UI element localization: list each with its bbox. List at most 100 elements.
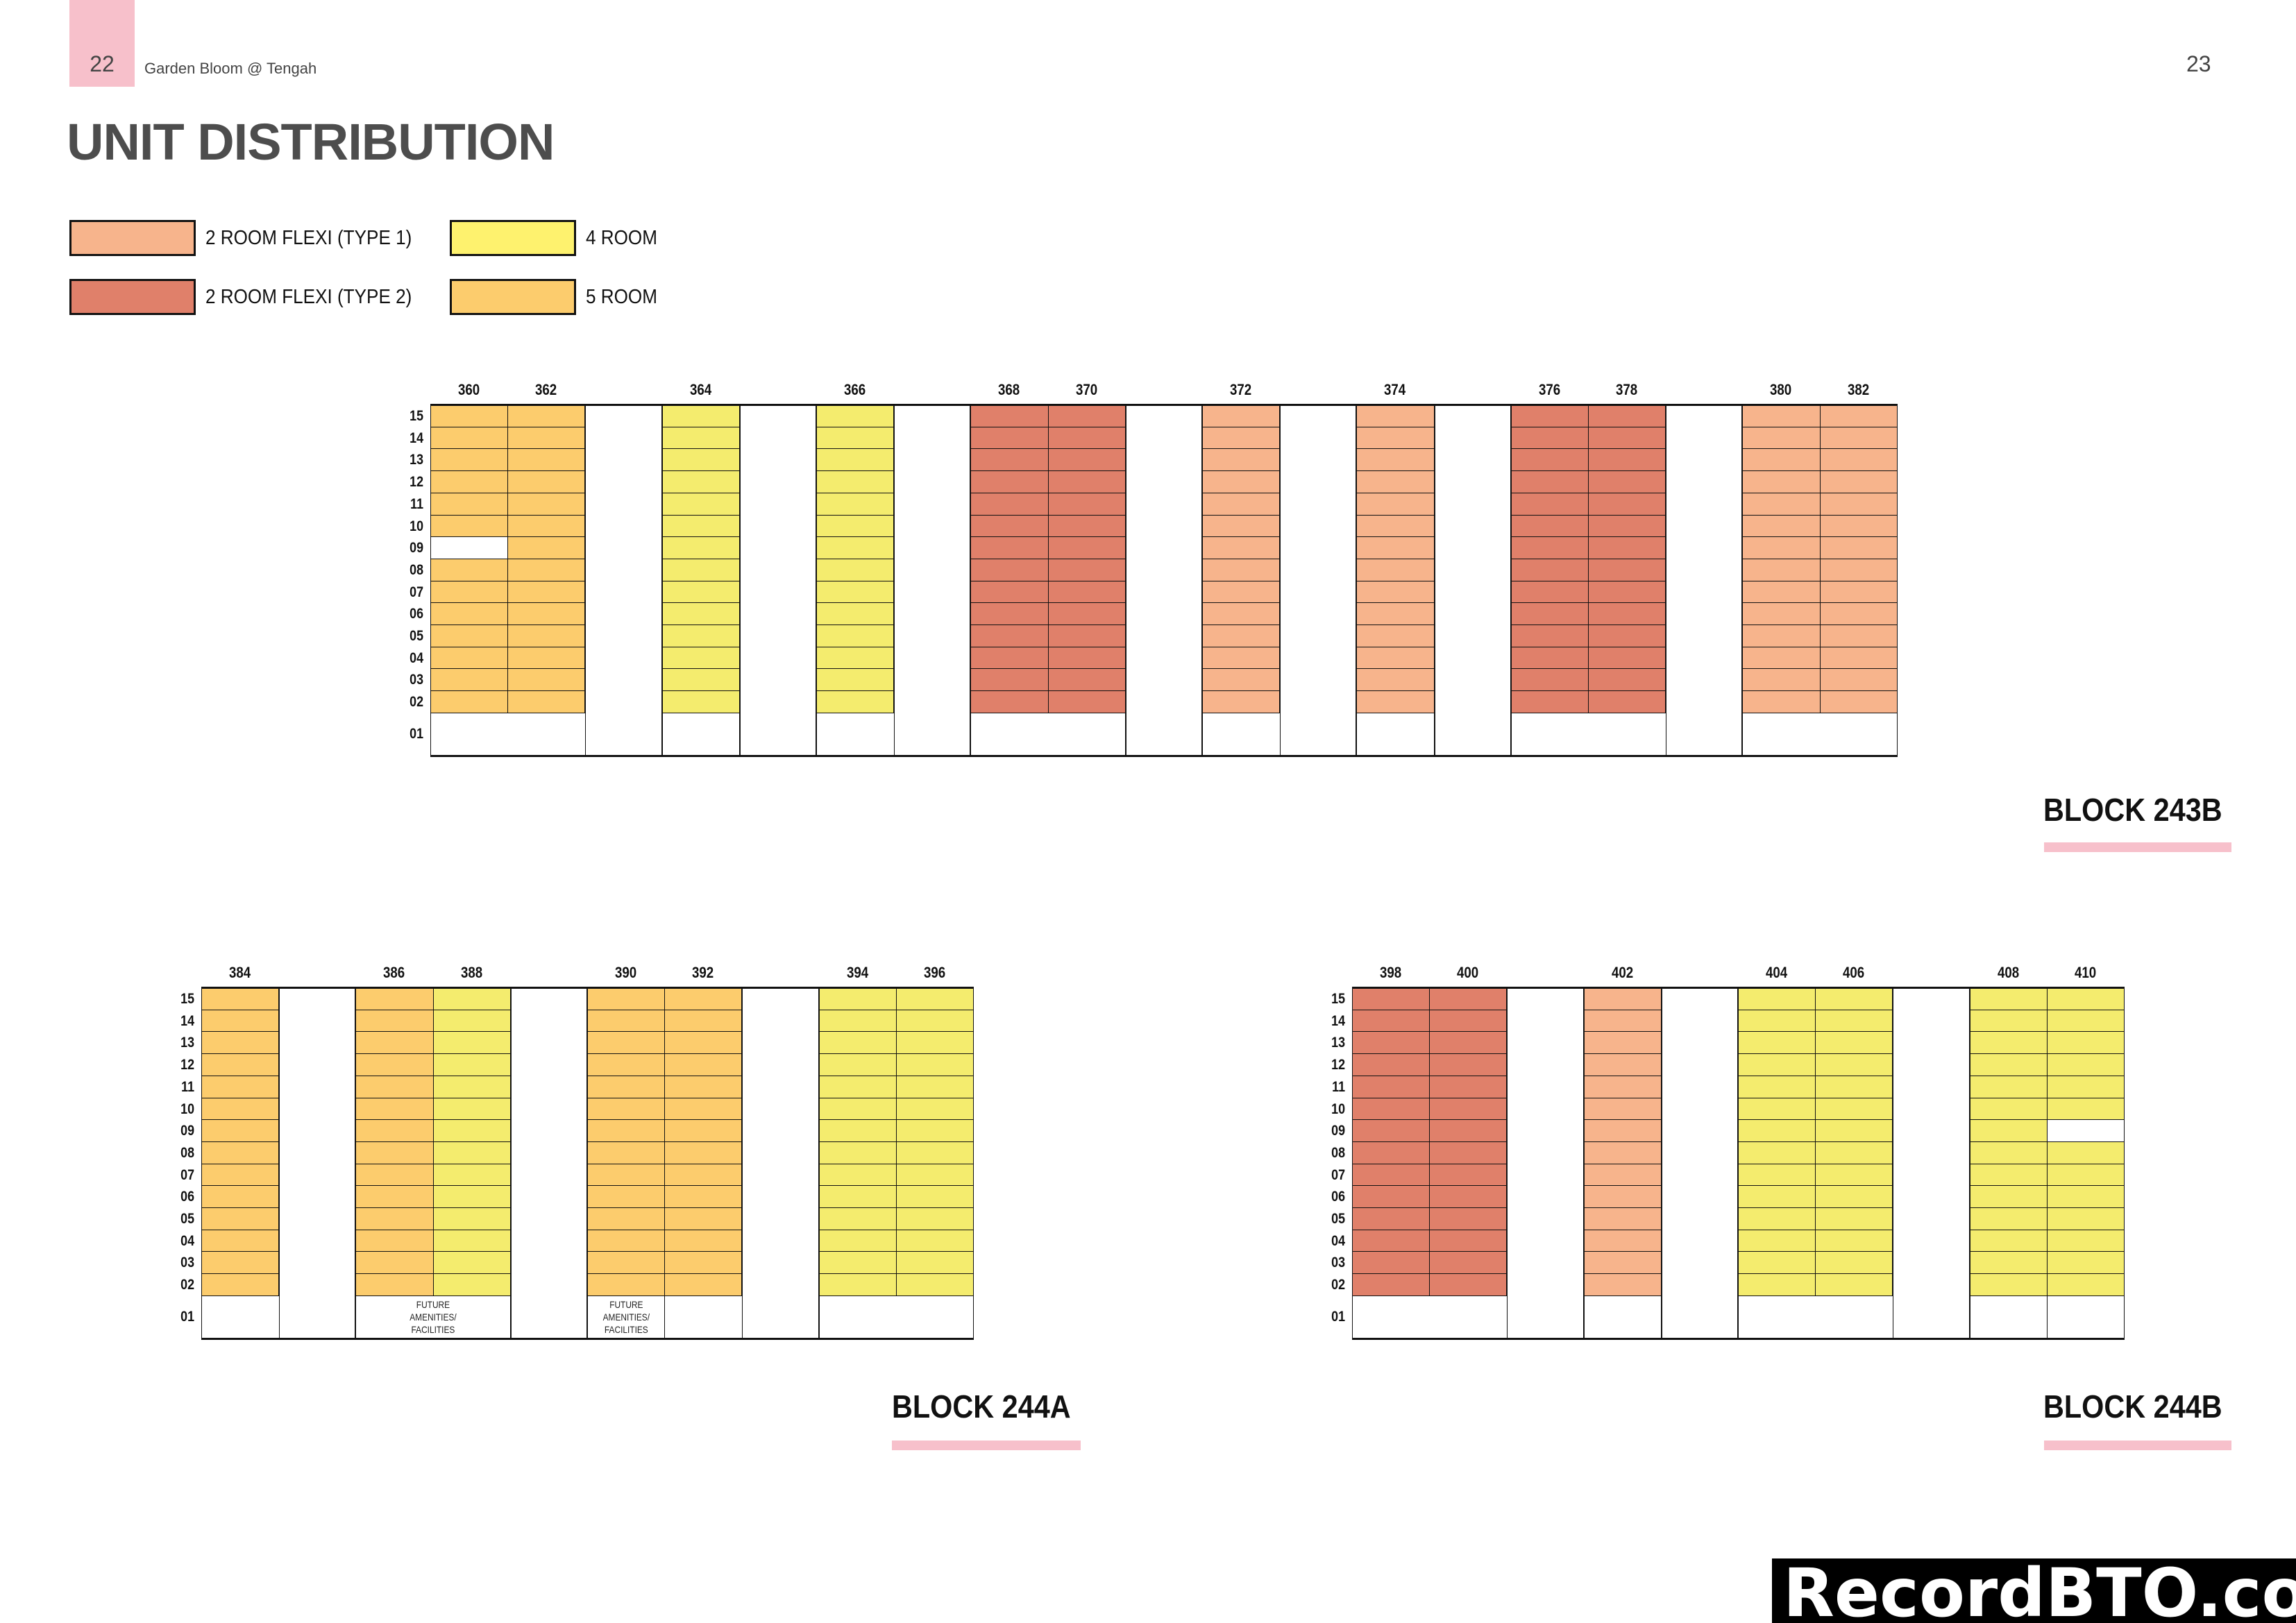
- unit-cell: [1356, 492, 1435, 516]
- unit-cell: [1742, 690, 1821, 714]
- unit-cell: [1742, 624, 1821, 648]
- unit-number-label: 370: [1075, 381, 1097, 398]
- unit-cell: [1583, 1163, 1662, 1187]
- unit-cell: [201, 1031, 280, 1055]
- ground-floor-space: [1969, 1295, 2048, 1339]
- unit-cell: [1742, 514, 1821, 538]
- unit-cell: [1352, 1207, 1430, 1231]
- unit-number-label: 380: [1770, 381, 1792, 398]
- unit-cell: [1819, 470, 1898, 494]
- unit-cell: [587, 1207, 666, 1231]
- floor-label: 14: [410, 430, 423, 446]
- unit-cell: [816, 448, 895, 472]
- block-underline-244b: [2044, 1441, 2231, 1450]
- unit-cell: [1356, 624, 1435, 648]
- unit-cell: [1819, 405, 1898, 428]
- ground-floor-label: FUTURE AMENITIES/ FACILITIES: [410, 1299, 457, 1336]
- unit-cell: [895, 1141, 974, 1165]
- floor-label: 15: [410, 408, 423, 424]
- unit-cell: [1583, 987, 1662, 1011]
- unit-cell: [1969, 1141, 2048, 1165]
- unit-cell: [970, 492, 1049, 516]
- unit-cell: [2046, 1185, 2125, 1209]
- unit-cell: [1815, 1053, 1893, 1077]
- unit-cell: [895, 1251, 974, 1275]
- unit-cell: [507, 536, 586, 560]
- unit-cell: [1969, 987, 2048, 1011]
- unit-cell: [507, 646, 586, 670]
- unit-cell: [1742, 405, 1821, 428]
- unit-cell: [1583, 1207, 1662, 1231]
- unit-cell: [1356, 580, 1435, 604]
- unit-cell: [432, 1185, 512, 1209]
- floor-label: 03: [410, 672, 423, 688]
- floor-label: 09: [180, 1123, 194, 1139]
- unit-cell: [1738, 1075, 1816, 1098]
- unit-cell: [201, 1141, 280, 1165]
- unit-cell: [355, 1053, 434, 1077]
- unit-cell: [1352, 1009, 1430, 1033]
- unit-cell: [1429, 1119, 1508, 1143]
- unit-cell: [1429, 1075, 1508, 1098]
- unit-cell: [970, 602, 1049, 626]
- unit-cell: [1819, 668, 1898, 692]
- unit-cell: [1738, 1251, 1816, 1275]
- unit-cell: [1742, 426, 1821, 450]
- unit-cell: [1356, 426, 1435, 450]
- unit-cell: [1047, 448, 1126, 472]
- floor-label: 10: [1331, 1101, 1345, 1117]
- unit-cell: [355, 1097, 434, 1121]
- unit-cell: [201, 1185, 280, 1209]
- unit-cell: [1356, 602, 1435, 626]
- unit-cell: [664, 1141, 743, 1165]
- unit-cell: [1588, 426, 1666, 450]
- unit-cell: [1356, 646, 1435, 670]
- page-number-left: 22: [90, 51, 115, 76]
- unit-cell: [1588, 514, 1666, 538]
- ground-floor-space: [970, 712, 1126, 756]
- unit-cell: [1429, 1031, 1508, 1055]
- document-title: Garden Bloom @ Tengah: [144, 60, 317, 77]
- unit-cell: [1819, 690, 1898, 714]
- unit-cell: [1742, 668, 1821, 692]
- unit-cell: [2046, 1163, 2125, 1187]
- unit-cell: [1202, 470, 1281, 494]
- unit-number-label: 410: [2074, 964, 2096, 981]
- unit-cell: [1969, 1185, 2048, 1209]
- unit-cell: [1352, 1141, 1430, 1165]
- unit-cell: [1583, 1141, 1662, 1165]
- unit-cell: [1583, 1009, 1662, 1033]
- floor-label: 12: [180, 1057, 194, 1073]
- unit-cell: [201, 1251, 280, 1275]
- unit-cell: [2046, 1009, 2125, 1033]
- unit-cell: [587, 1185, 666, 1209]
- unit-cell: [2046, 987, 2125, 1011]
- floor-label: 12: [1331, 1057, 1345, 1073]
- unit-cell: [1202, 448, 1281, 472]
- page-title: UNIT DISTRIBUTION: [67, 113, 555, 171]
- unit-cell: [587, 987, 666, 1011]
- unit-cell: [661, 492, 741, 516]
- unit-cell: [430, 426, 509, 450]
- unit-cell: [201, 987, 280, 1011]
- unit-cell: [1738, 1009, 1816, 1033]
- floor-label: 07: [180, 1166, 194, 1183]
- unit-cell: [201, 1075, 280, 1098]
- unit-cell: [201, 1207, 280, 1231]
- floor-label: 04: [410, 649, 423, 666]
- unit-cell: [661, 536, 741, 560]
- unit-cell: [1356, 668, 1435, 692]
- floor-label: 02: [1331, 1277, 1345, 1293]
- unit-number-label: 382: [1847, 381, 1869, 398]
- unit-cell: [587, 1163, 666, 1187]
- legend-swatch-5room: [450, 279, 576, 315]
- gap-column: [1665, 405, 1744, 756]
- unit-cell: [1047, 668, 1126, 692]
- unit-cell: [432, 1009, 512, 1033]
- unit-cell: [816, 405, 895, 428]
- unit-cell: [895, 1163, 974, 1187]
- unit-cell: [970, 514, 1049, 538]
- unit-cell: [818, 1075, 897, 1098]
- unit-cell: [1742, 536, 1821, 560]
- unit-cell: [816, 514, 895, 538]
